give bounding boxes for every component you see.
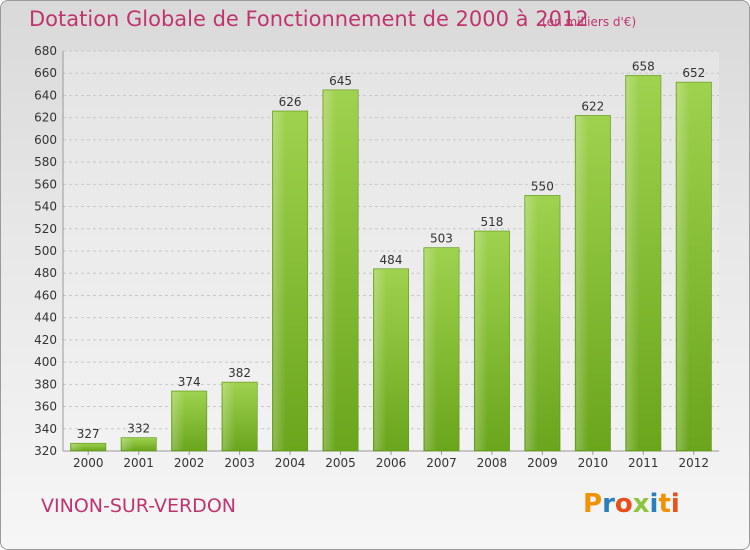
value-label: 327 [77, 427, 100, 441]
x-tick-label: 2005 [325, 456, 356, 470]
y-tick-label: 560 [34, 177, 57, 191]
value-label: 484 [380, 253, 403, 267]
y-tick-label: 380 [34, 377, 57, 391]
chart-title: Dotation Globale de Fonctionnement de 20… [29, 7, 589, 31]
logo-letter: r [602, 489, 615, 519]
x-tick-label: 2002 [174, 456, 205, 470]
bar [70, 442, 107, 452]
x-tick-label: 2000 [73, 456, 104, 470]
value-label: 622 [581, 99, 604, 113]
value-label: 382 [228, 366, 251, 380]
x-tick-label: 2011 [628, 456, 659, 470]
bar-highlight [576, 116, 589, 450]
x-tick-label: 2010 [578, 456, 609, 470]
bar-highlight [273, 112, 286, 450]
commune-name: VINON-SUR-VERDON [41, 495, 236, 517]
value-label: 518 [480, 215, 503, 229]
y-tick-label: 480 [34, 266, 57, 280]
y-tick-label: 420 [34, 333, 57, 347]
bar-highlight [424, 248, 438, 450]
x-tick-label: 2006 [376, 456, 407, 470]
bar-highlight [71, 444, 84, 450]
y-tick-label: 340 [34, 422, 57, 436]
bar-highlight [677, 83, 690, 450]
x-tick-label: 2004 [275, 456, 306, 470]
y-tick-label: 500 [34, 244, 57, 258]
value-label: 550 [531, 179, 554, 193]
x-tick-label: 2012 [678, 456, 709, 470]
bar-highlight [475, 232, 488, 450]
logo-letter: o [614, 489, 633, 519]
y-tick-label: 320 [34, 444, 57, 458]
bar-highlight [525, 196, 539, 450]
value-label: 626 [279, 95, 302, 109]
y-tick-label: 520 [34, 222, 57, 236]
bar-highlight [122, 438, 135, 450]
y-tick-label: 640 [34, 88, 57, 102]
value-label: 645 [329, 74, 352, 88]
bar-highlight [626, 76, 640, 450]
y-tick-label: 540 [34, 200, 57, 214]
bar-highlight [374, 269, 387, 450]
y-tick-label: 600 [34, 133, 57, 147]
x-tick-label: 2008 [477, 456, 508, 470]
chart-subtitle: (en milliers d'€) [542, 15, 637, 29]
value-label: 374 [178, 375, 201, 389]
y-tick-label: 440 [34, 311, 57, 325]
logo-letter: P [583, 489, 603, 519]
x-tick-label: 2007 [426, 456, 457, 470]
y-tick-label: 680 [34, 44, 57, 58]
value-label: 332 [127, 422, 150, 436]
y-tick-label: 620 [34, 111, 57, 125]
x-tick-label: 2003 [224, 456, 255, 470]
value-label: 652 [682, 66, 705, 80]
logo-letter: i [649, 489, 659, 519]
x-tick-label: 2009 [527, 456, 558, 470]
logo-letter: i [670, 489, 680, 519]
y-tick-label: 460 [34, 288, 57, 302]
bar-highlight [172, 392, 185, 450]
value-label: 658 [632, 59, 655, 73]
y-tick-label: 400 [34, 355, 57, 369]
y-tick-label: 360 [34, 400, 57, 414]
y-tick-label: 580 [34, 155, 57, 169]
y-tick-label: 660 [34, 66, 57, 80]
bar-highlight [323, 90, 337, 450]
bar-highlight [222, 383, 236, 450]
logo-letter: x [632, 489, 650, 519]
value-label: 503 [430, 232, 453, 246]
proxiti-logo[interactable]: Proxiti [583, 489, 680, 519]
x-tick-label: 2001 [123, 456, 154, 470]
logo-letter: t [658, 489, 671, 519]
